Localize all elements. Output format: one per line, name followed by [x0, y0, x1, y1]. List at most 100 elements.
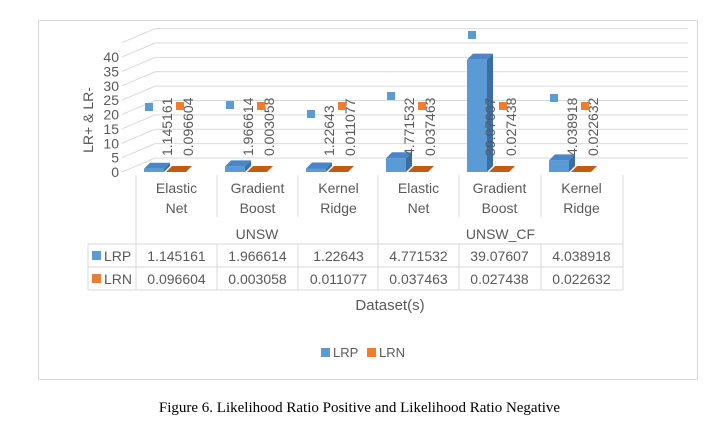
- bar-lrp: [225, 166, 245, 172]
- gridline-diagonal: [121, 71, 156, 87]
- gridline-diagonal: [121, 128, 156, 144]
- category-label: Boost: [240, 200, 276, 216]
- bar-lrn: [328, 166, 354, 172]
- data-label-key-lrp: [145, 103, 153, 111]
- gridline-diagonal: [121, 157, 156, 173]
- table-cell-lrn: 0.011077: [310, 271, 368, 287]
- bar-lrp-side: [245, 160, 251, 172]
- data-label-lrn: 0.003058: [261, 97, 277, 156]
- table-cell-lrp: 4.771532: [389, 248, 448, 264]
- category-label: Kernel: [561, 180, 601, 196]
- group-label: UNSW_CF: [466, 226, 535, 242]
- bar-lrp: [306, 168, 326, 172]
- y-axis-title: LR+ & LR-: [80, 87, 96, 153]
- data-label-lrp: 39.07607: [482, 97, 498, 156]
- data-label-lrp: 1.966614: [240, 97, 256, 156]
- legend-key-lrn: [367, 348, 376, 357]
- data-label-lrp: 4.038918: [564, 97, 580, 156]
- gridline-diagonal: [121, 28, 156, 44]
- category-label: Gradient: [473, 180, 527, 196]
- category-label: Elastic: [398, 180, 439, 196]
- data-label-lrn: 0.022632: [585, 97, 601, 156]
- figure-caption: Figure 6. Likelihood Ratio Positive and …: [158, 400, 561, 416]
- bar-lrp-top: [467, 53, 493, 60]
- bar-lrp: [549, 160, 569, 172]
- bar-lrp: [386, 158, 406, 172]
- data-label-key-lrn: [338, 102, 346, 110]
- gridline-diagonal: [121, 85, 156, 101]
- category-label: Elastic: [156, 180, 197, 196]
- table-cell-lrn: 0.027438: [470, 271, 529, 287]
- bar-lrp-top: [225, 160, 251, 167]
- bar-lrn: [166, 166, 192, 172]
- bar-lrp-top: [386, 152, 412, 159]
- bar-lrp-side: [326, 162, 332, 172]
- data-label-lrn: 0.011077: [342, 98, 358, 156]
- bar-lrn: [408, 166, 434, 172]
- category-label: Ridge: [320, 200, 357, 216]
- bar-lrp: [144, 168, 164, 172]
- bar-lrn: [489, 166, 515, 172]
- bar-lrn: [247, 166, 273, 172]
- data-label-lrp: 1.22643: [321, 105, 337, 156]
- table-legend-key: [92, 274, 101, 283]
- bar-lrn: [571, 166, 597, 172]
- table-legend-key: [92, 251, 101, 260]
- data-label-key-lrp: [550, 94, 558, 102]
- category-label: Net: [166, 200, 188, 216]
- data-label-key-lrp: [387, 92, 395, 100]
- table-cell-lrn: 0.022632: [552, 271, 611, 287]
- group-label: UNSW: [236, 226, 280, 242]
- y-tick-label: 15: [103, 121, 119, 137]
- bar-lrp: [467, 59, 487, 173]
- table-cell-lrn: 0.003058: [228, 271, 287, 287]
- bar-lrp-top: [549, 154, 575, 161]
- data-label-lrn: 0.027438: [503, 97, 519, 156]
- bar-lrp-top: [144, 162, 170, 169]
- gridline-diagonal: [121, 42, 156, 58]
- x-axis-title: Dataset(s): [355, 297, 424, 314]
- y-tick-label: 0: [111, 164, 119, 180]
- bar-lrp-side: [569, 154, 575, 172]
- category-label: Kernel: [318, 180, 358, 196]
- gridline-diagonal: [121, 114, 156, 130]
- category-label: Gradient: [231, 180, 285, 196]
- y-tick-label: 35: [103, 63, 119, 79]
- data-label-key-lrp: [226, 101, 234, 109]
- y-tick-label: 20: [103, 107, 119, 123]
- gridline-diagonal: [121, 143, 156, 159]
- bar-lrp-side: [406, 152, 412, 172]
- y-tick-label: 25: [103, 92, 119, 108]
- data-label-lrp: 4.771532: [401, 97, 417, 156]
- data-label-lrn: 0.096604: [180, 97, 196, 156]
- table-cell-lrp: 1.145161: [147, 248, 206, 264]
- data-label-lrp: 1.145161: [159, 97, 175, 156]
- gridline-diagonal: [121, 100, 156, 115]
- data-label-key-lrn: [418, 102, 426, 110]
- category-label: Boost: [482, 200, 518, 216]
- chart-frame: [38, 20, 698, 380]
- legend-key-lrp: [321, 348, 330, 357]
- y-tick-label: 5: [111, 150, 119, 166]
- table-series-label: LRN: [104, 271, 132, 287]
- data-label-key-lrn: [499, 102, 507, 110]
- table-cell-lrn: 0.037463: [389, 271, 448, 287]
- y-tick-label: 10: [103, 135, 119, 151]
- table-cell-lrp: 1.966614: [228, 248, 287, 264]
- category-label: Net: [408, 200, 430, 216]
- data-label-key-lrn: [581, 102, 589, 110]
- bar-lrp-side: [164, 162, 170, 172]
- table-series-label: LRP: [104, 248, 131, 264]
- table-cell-lrp: 1.22643: [313, 248, 364, 264]
- category-label: Ridge: [563, 200, 600, 216]
- data-label-key-lrn: [257, 102, 265, 110]
- legend-label-lrp: LRP: [333, 345, 358, 360]
- bar-lrp-top: [306, 162, 332, 169]
- data-label-lrn: 0.037463: [422, 97, 438, 156]
- y-tick-label: 40: [103, 49, 119, 65]
- legend-label-lrn: LRN: [379, 345, 405, 360]
- gridline-diagonal: [121, 56, 156, 72]
- y-tick-label: 30: [103, 78, 119, 94]
- bar-lrp-side: [487, 53, 493, 173]
- table-cell-lrn: 0.096604: [147, 271, 206, 287]
